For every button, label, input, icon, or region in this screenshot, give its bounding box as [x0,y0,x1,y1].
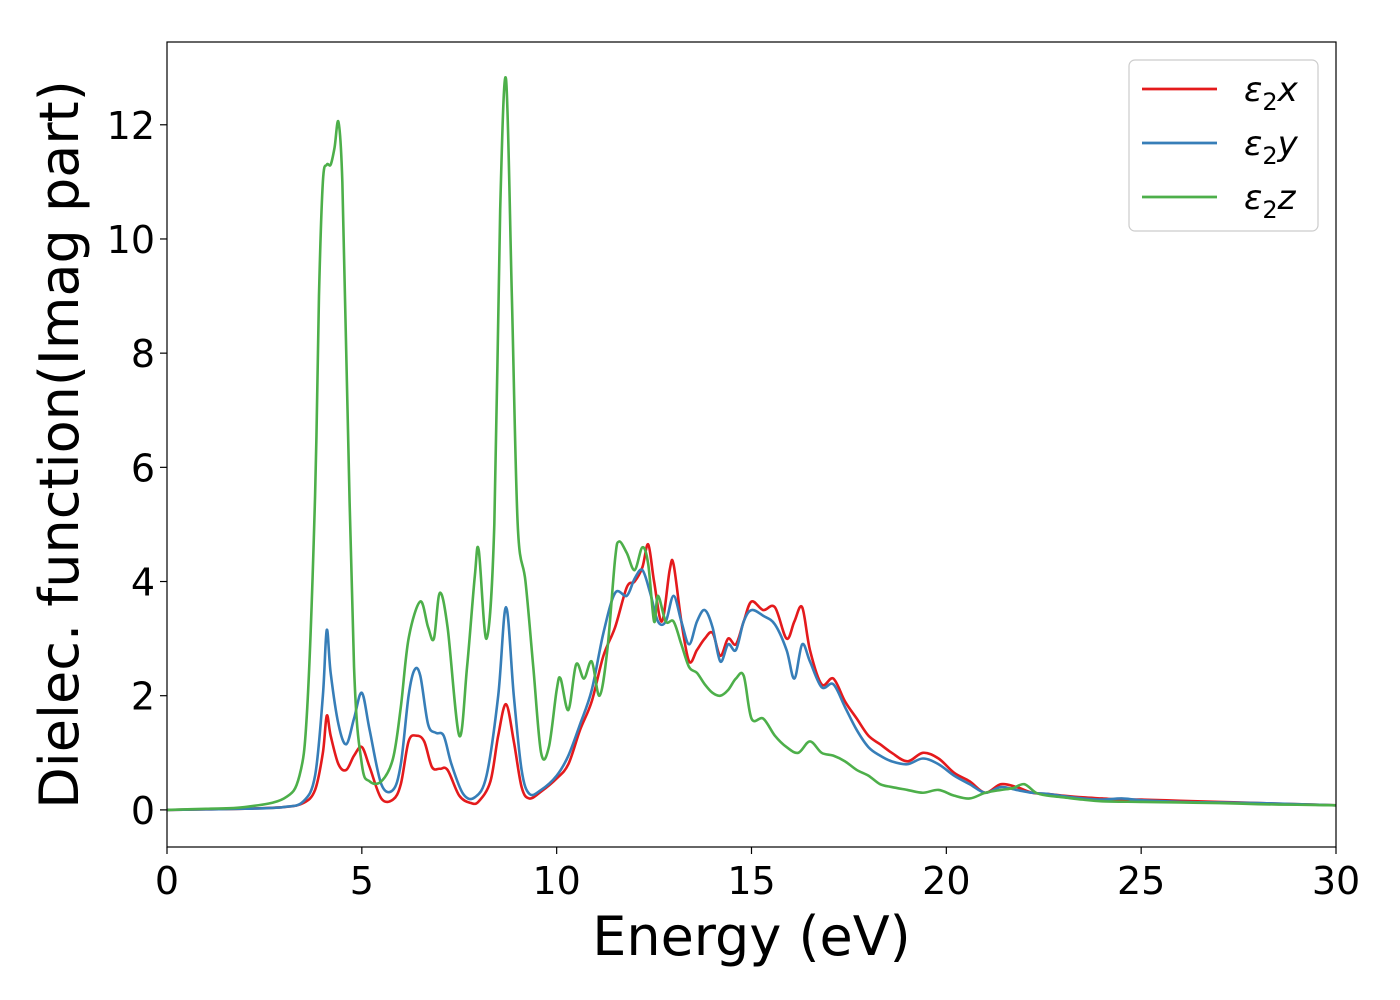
series-line-y [167,568,1336,812]
x-axis: 0 5 10 15 20 25 30 [155,847,1360,903]
y-tick-label: 12 [107,104,155,148]
y-tick-label: 6 [131,446,155,490]
series-line-x [167,543,1336,812]
x-tick-label: 15 [727,859,775,903]
y-tick-label: 4 [131,561,155,605]
y-axis-label: Dielec. function(Imag part) [28,80,91,809]
x-tick-label: 10 [532,859,580,903]
y-tick-label: 8 [131,332,155,376]
x-tick-label: 5 [350,859,374,903]
legend-box [1128,59,1319,232]
y-axis: 0 2 4 6 8 10 12 [107,104,167,833]
x-axis-label: Energy (eV) [592,905,911,968]
y-tick-label: 10 [107,218,155,262]
legend-label-y: ε2y [1244,124,1299,170]
y-tick-label: 2 [131,675,155,719]
series-line-z [167,75,1336,812]
x-tick-label: 30 [1312,859,1360,903]
x-tick-label: 0 [155,859,179,903]
series-layer [167,75,1336,812]
legend-label-z: ε2z [1244,178,1297,224]
x-tick-label: 25 [1117,859,1165,903]
legend-label-x: ε2x [1244,70,1299,116]
x-tick-label: 20 [922,859,970,903]
legend: ε2x ε2y ε2z [1128,59,1319,232]
y-tick-label: 0 [131,789,155,833]
